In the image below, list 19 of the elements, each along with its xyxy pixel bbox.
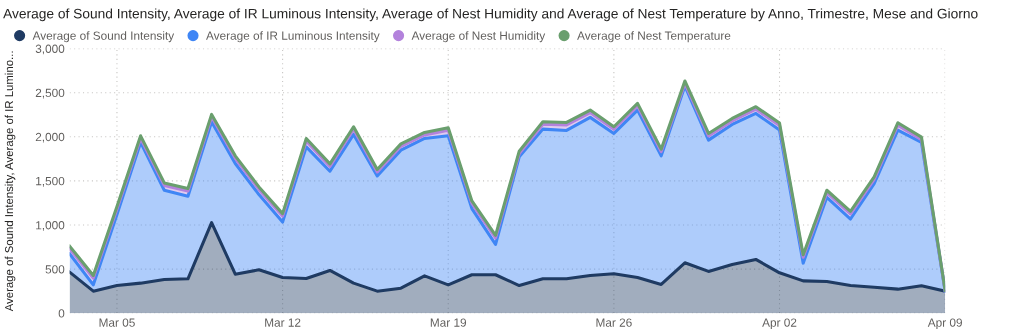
y-tick-label: 1,000 <box>36 221 65 231</box>
legend-label: Average of IR Luminous Intensity <box>206 31 380 43</box>
chart-title: Average of Sound Intensity, Average of IR Luminous Intensity, Average of Nest Humidity and Average of Nest Temperature by Anno, Trimestre, Mese and Giorno <box>3 8 978 22</box>
x-tick-label: Apr 02 <box>762 318 797 330</box>
y-tick-label: 3,000 <box>35 44 65 55</box>
y-tick-label: 2,000 <box>35 132 65 143</box>
legend-label: Average of Nest Humidity <box>411 31 546 43</box>
y-tick-label: 0 <box>58 309 65 318</box>
x-tick-label: Mar 12 <box>265 318 301 327</box>
y-tick-label: 1,500 <box>36 176 65 187</box>
x-tick-label: Apr 09 <box>927 318 962 330</box>
y-axis-title: Average of Sound Intensity, Average of IR Lumino... <box>4 51 16 312</box>
legend-label: Average of Sound Intensity <box>32 31 175 43</box>
x-tick-label: Mar 26 <box>596 318 632 327</box>
x-tick-label: Mar 05 <box>99 318 135 327</box>
y-tick-label: 500 <box>45 265 65 274</box>
y-tick-label: 2,500 <box>35 88 65 99</box>
x-tick-label: Mar 19 <box>430 318 467 327</box>
legend-label: Average of Nest Temperature <box>577 31 731 43</box>
